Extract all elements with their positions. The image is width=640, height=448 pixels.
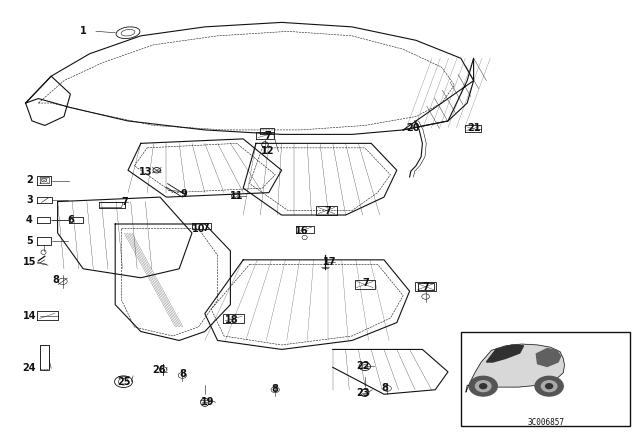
- Bar: [316, 206, 337, 215]
- Bar: [355, 280, 375, 289]
- Text: 4: 4: [26, 215, 33, 224]
- Circle shape: [541, 381, 557, 392]
- Text: 3C006857: 3C006857: [527, 418, 564, 426]
- Text: 7: 7: [363, 278, 369, 288]
- Text: 12: 12: [260, 146, 275, 156]
- Text: 17: 17: [323, 257, 337, 267]
- Text: 7: 7: [324, 206, 331, 215]
- Circle shape: [476, 381, 491, 392]
- Text: 20: 20: [406, 123, 420, 133]
- Circle shape: [545, 383, 553, 388]
- Text: 9: 9: [181, 189, 188, 198]
- Text: 18: 18: [225, 315, 239, 325]
- Text: 14: 14: [22, 311, 36, 321]
- Text: 21: 21: [467, 123, 481, 133]
- Text: 6: 6: [67, 215, 74, 224]
- Text: 8: 8: [382, 383, 388, 392]
- Text: 8: 8: [179, 369, 186, 379]
- Text: 23: 23: [356, 388, 370, 398]
- Polygon shape: [466, 344, 564, 392]
- Text: 7: 7: [264, 131, 271, 141]
- Text: 3: 3: [26, 195, 33, 205]
- Text: 22: 22: [356, 362, 370, 371]
- Bar: [40, 345, 49, 370]
- Bar: [415, 282, 436, 291]
- Text: 26: 26: [152, 365, 166, 375]
- Text: 2: 2: [26, 175, 33, 185]
- Text: 1: 1: [80, 26, 86, 36]
- Text: 5: 5: [26, 236, 33, 246]
- Text: 7: 7: [203, 224, 209, 233]
- Bar: [461, 332, 630, 426]
- Text: 19: 19: [201, 397, 215, 407]
- Text: 24: 24: [22, 363, 36, 373]
- Circle shape: [469, 376, 497, 396]
- Text: 10: 10: [191, 224, 205, 234]
- Circle shape: [480, 383, 486, 388]
- Polygon shape: [536, 349, 561, 366]
- Text: 15: 15: [22, 257, 36, 267]
- Text: 13: 13: [139, 168, 153, 177]
- Circle shape: [535, 376, 563, 396]
- Text: 16: 16: [295, 226, 309, 236]
- Text: 7: 7: [422, 282, 429, 292]
- Text: 25: 25: [116, 377, 131, 387]
- Text: 8: 8: [272, 384, 278, 394]
- Text: 8: 8: [52, 275, 59, 285]
- Polygon shape: [486, 345, 524, 362]
- Text: 7: 7: [122, 198, 128, 207]
- Text: 11: 11: [230, 191, 244, 201]
